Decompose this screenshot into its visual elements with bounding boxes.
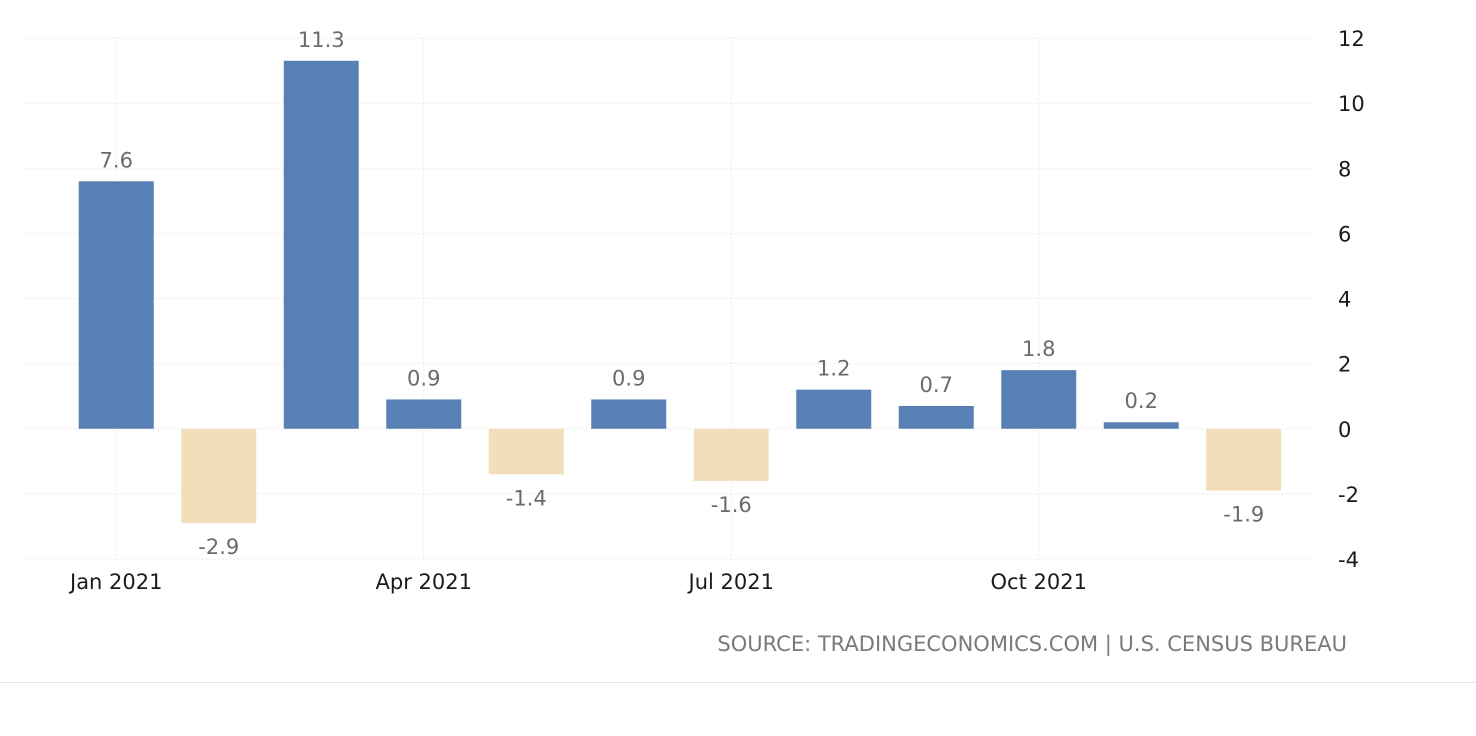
y-tick-label: 12: [1338, 27, 1365, 51]
source-attribution: SOURCE: TRADINGECONOMICS.COM | U.S. CENS…: [717, 632, 1347, 657]
bar[interactable]: [78, 181, 154, 429]
y-tick-label: 0: [1338, 418, 1351, 442]
bar[interactable]: [1001, 370, 1077, 429]
y-tick-label: -4: [1338, 548, 1359, 572]
x-tick-label: Jul 2021: [687, 570, 774, 594]
bar[interactable]: [898, 405, 974, 429]
bar[interactable]: [693, 428, 769, 481]
bar-value-label: 1.2: [817, 357, 850, 381]
x-tick-label: Oct 2021: [991, 570, 1087, 594]
y-tick-label: 4: [1338, 288, 1351, 312]
bar[interactable]: [386, 399, 462, 429]
y-tick-label: -2: [1338, 483, 1359, 507]
bar-chart: 7.6 -2.9 11.3 0.9 -1.4 0.9 -1.6 1.2 0.7 1.8 0.2 -1.…: [22, 27, 1365, 657]
bar-value-label: -1.4: [506, 486, 547, 510]
bar-series: [78, 60, 1282, 524]
bar-value-label: 0.2: [1125, 389, 1158, 413]
bar[interactable]: [283, 60, 359, 429]
chart-container: 7.6 -2.9 11.3 0.9 -1.4 0.9 -1.6 1.2 0.7 1.8 0.2 -1.…: [0, 27, 1476, 683]
y-axis: 12 10 8 6 4 2 0 -2 -4: [1338, 27, 1365, 572]
bar-value-label: 1.8: [1022, 337, 1055, 361]
bar-value-label: 0.7: [920, 373, 953, 397]
y-tick-label: 8: [1338, 157, 1351, 181]
y-tick-label: 10: [1338, 92, 1365, 116]
x-tick-label: Apr 2021: [376, 570, 472, 594]
bar-value-label: 0.9: [407, 366, 440, 390]
bar[interactable]: [1206, 428, 1282, 491]
y-tick-label: 6: [1338, 222, 1351, 246]
bar[interactable]: [591, 399, 667, 429]
bar-value-label: 7.6: [100, 148, 133, 172]
bar-value-label: -2.9: [198, 535, 239, 559]
bar-value-label: 0.9: [612, 366, 645, 390]
bar-value-label: -1.9: [1223, 503, 1264, 527]
data-labels: 7.6 -2.9 11.3 0.9 -1.4 0.9 -1.6 1.2 0.7 1.8 0.2 -1.…: [100, 28, 1265, 559]
bar[interactable]: [1103, 422, 1179, 429]
bar-value-label: -1.6: [711, 493, 752, 517]
bar[interactable]: [796, 389, 872, 429]
bar[interactable]: [181, 428, 257, 524]
x-tick-label: Jan 2021: [68, 570, 163, 594]
bar-value-label: 11.3: [298, 28, 345, 52]
bar[interactable]: [488, 428, 564, 475]
x-axis: Jan 2021 Apr 2021 Jul 2021 Oct 2021: [68, 570, 1087, 594]
y-tick-label: 2: [1338, 353, 1351, 377]
